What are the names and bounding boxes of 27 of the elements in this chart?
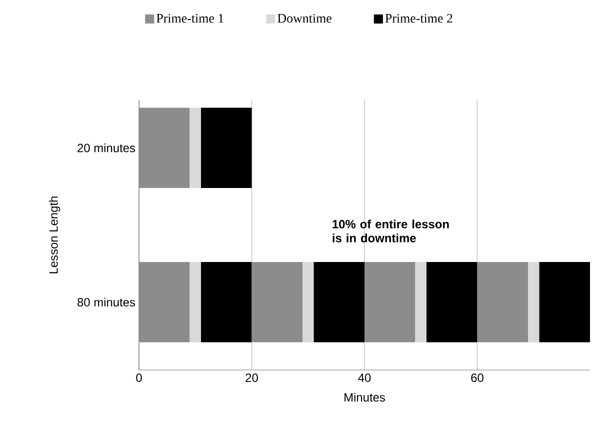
bar — [190, 108, 202, 188]
bar — [139, 262, 190, 342]
bar — [539, 262, 590, 342]
x-tick-label: 0 — [136, 374, 142, 382]
legend-label: Prime-time 1 — [156, 14, 224, 23]
bar — [302, 262, 314, 342]
bar — [139, 108, 190, 188]
y-axis-title: Lesson Length — [49, 196, 60, 274]
y-tick-label: 20 minutes — [78, 143, 136, 152]
x-tick-label: 60 — [471, 374, 484, 382]
bar — [201, 262, 252, 342]
legend-label: Prime-time 2 — [385, 14, 452, 23]
x-tick-label: 20 — [246, 374, 258, 382]
annotation: 10% of entire lesson is in downtime — [332, 220, 449, 242]
legend-label: Downtime — [278, 14, 332, 23]
y-tick-label: 80 minutes — [78, 298, 136, 306]
bar — [426, 262, 478, 342]
bar — [190, 262, 202, 342]
bar — [252, 262, 302, 342]
x-axis-title: Minutes — [344, 392, 385, 402]
bar — [528, 262, 540, 342]
bar — [364, 262, 416, 342]
bar — [314, 262, 364, 342]
bar — [477, 262, 528, 342]
x-tick-label: 40 — [358, 374, 371, 382]
bar — [415, 262, 427, 342]
bar — [201, 108, 252, 188]
